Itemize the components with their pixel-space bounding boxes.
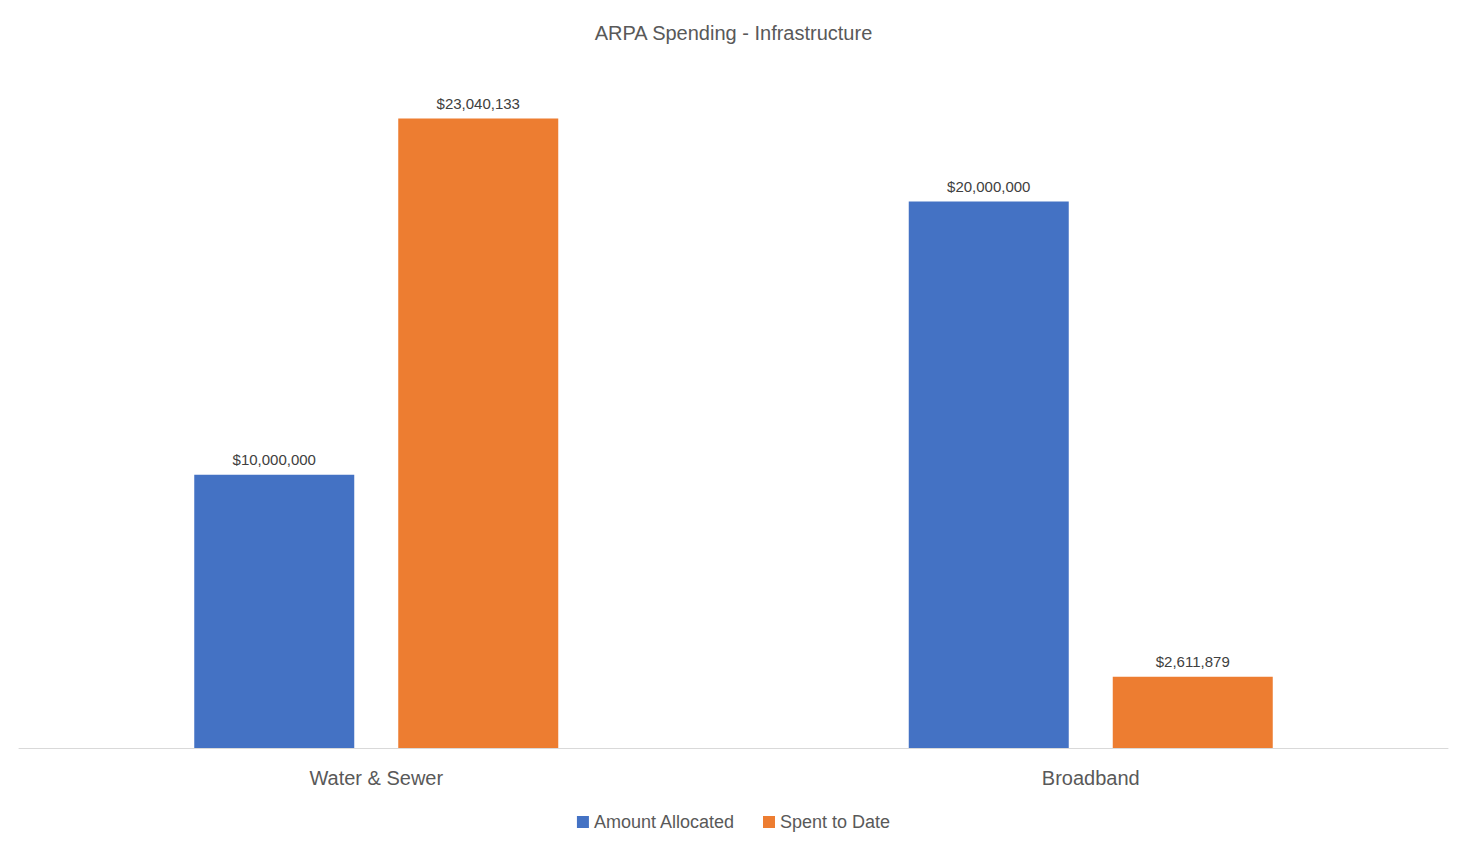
- svg-text:$2,611,879: $2,611,879: [1156, 653, 1230, 670]
- svg-text:$20,000,000: $20,000,000: [947, 178, 1030, 195]
- svg-text:Spent to Date: Spent to Date: [780, 812, 890, 832]
- svg-text:Amount Allocated: Amount Allocated: [594, 812, 734, 832]
- svg-text:Broadband: Broadband: [1042, 767, 1140, 789]
- svg-text:Water & Sewer: Water & Sewer: [309, 767, 443, 789]
- svg-text:$10,000,000: $10,000,000: [233, 451, 316, 468]
- svg-text:$23,040,133: $23,040,133: [437, 95, 520, 112]
- svg-text:ARPA Spending - Infrastructure: ARPA Spending - Infrastructure: [595, 22, 873, 44]
